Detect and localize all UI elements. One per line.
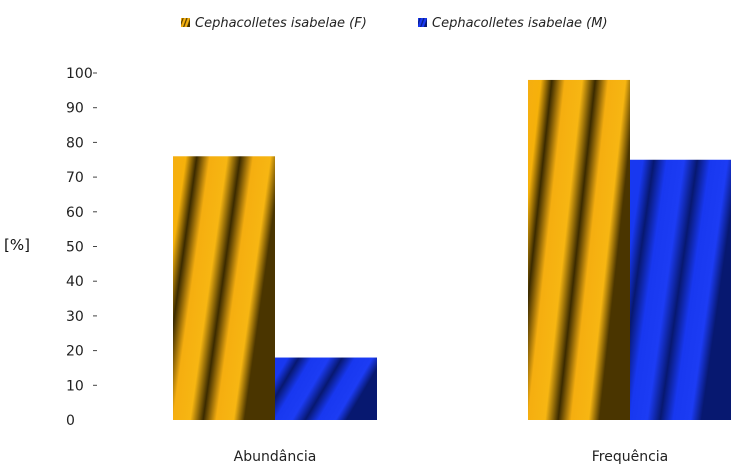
y-tick-label: 0 [66, 413, 75, 429]
y-tick-label: 40 [66, 274, 84, 290]
y-tick-label: 80 [66, 135, 84, 151]
y-tick-label: 20 [66, 344, 84, 360]
y-tick-label: 100 [66, 66, 93, 82]
y-tick-label: 10 [66, 378, 84, 394]
bars [173, 79, 731, 420]
legend-swatch-female [181, 18, 190, 27]
legend-label-female: Cephacolletes isabelae (F) [195, 16, 367, 31]
bar-female-frequencia [528, 79, 630, 420]
y-tick-label: 70 [66, 170, 84, 186]
y-tick-label: 50 [66, 240, 84, 256]
x-axis: Abundância Frequência [234, 449, 669, 465]
x-category-label: Abundância [234, 449, 317, 465]
y-axis: 0 10 20 30 40 50 60 70 80 90 100 [66, 66, 97, 429]
legend-label-male: Cephacolletes isabelae (M) [432, 16, 608, 31]
bar-male-frequencia [630, 159, 731, 420]
y-tick-label: 30 [66, 309, 84, 325]
legend: Cephacolletes isabelae (F) Cephacolletes… [181, 16, 608, 31]
legend-swatch-male [418, 18, 427, 27]
y-axis-label: [%] [4, 236, 30, 254]
x-category-label: Frequência [592, 449, 669, 465]
bar-male-abundancia [275, 357, 377, 420]
y-tick-label: 90 [66, 101, 84, 117]
bar-female-abundancia [173, 156, 275, 420]
y-tick-label: 60 [66, 205, 84, 221]
